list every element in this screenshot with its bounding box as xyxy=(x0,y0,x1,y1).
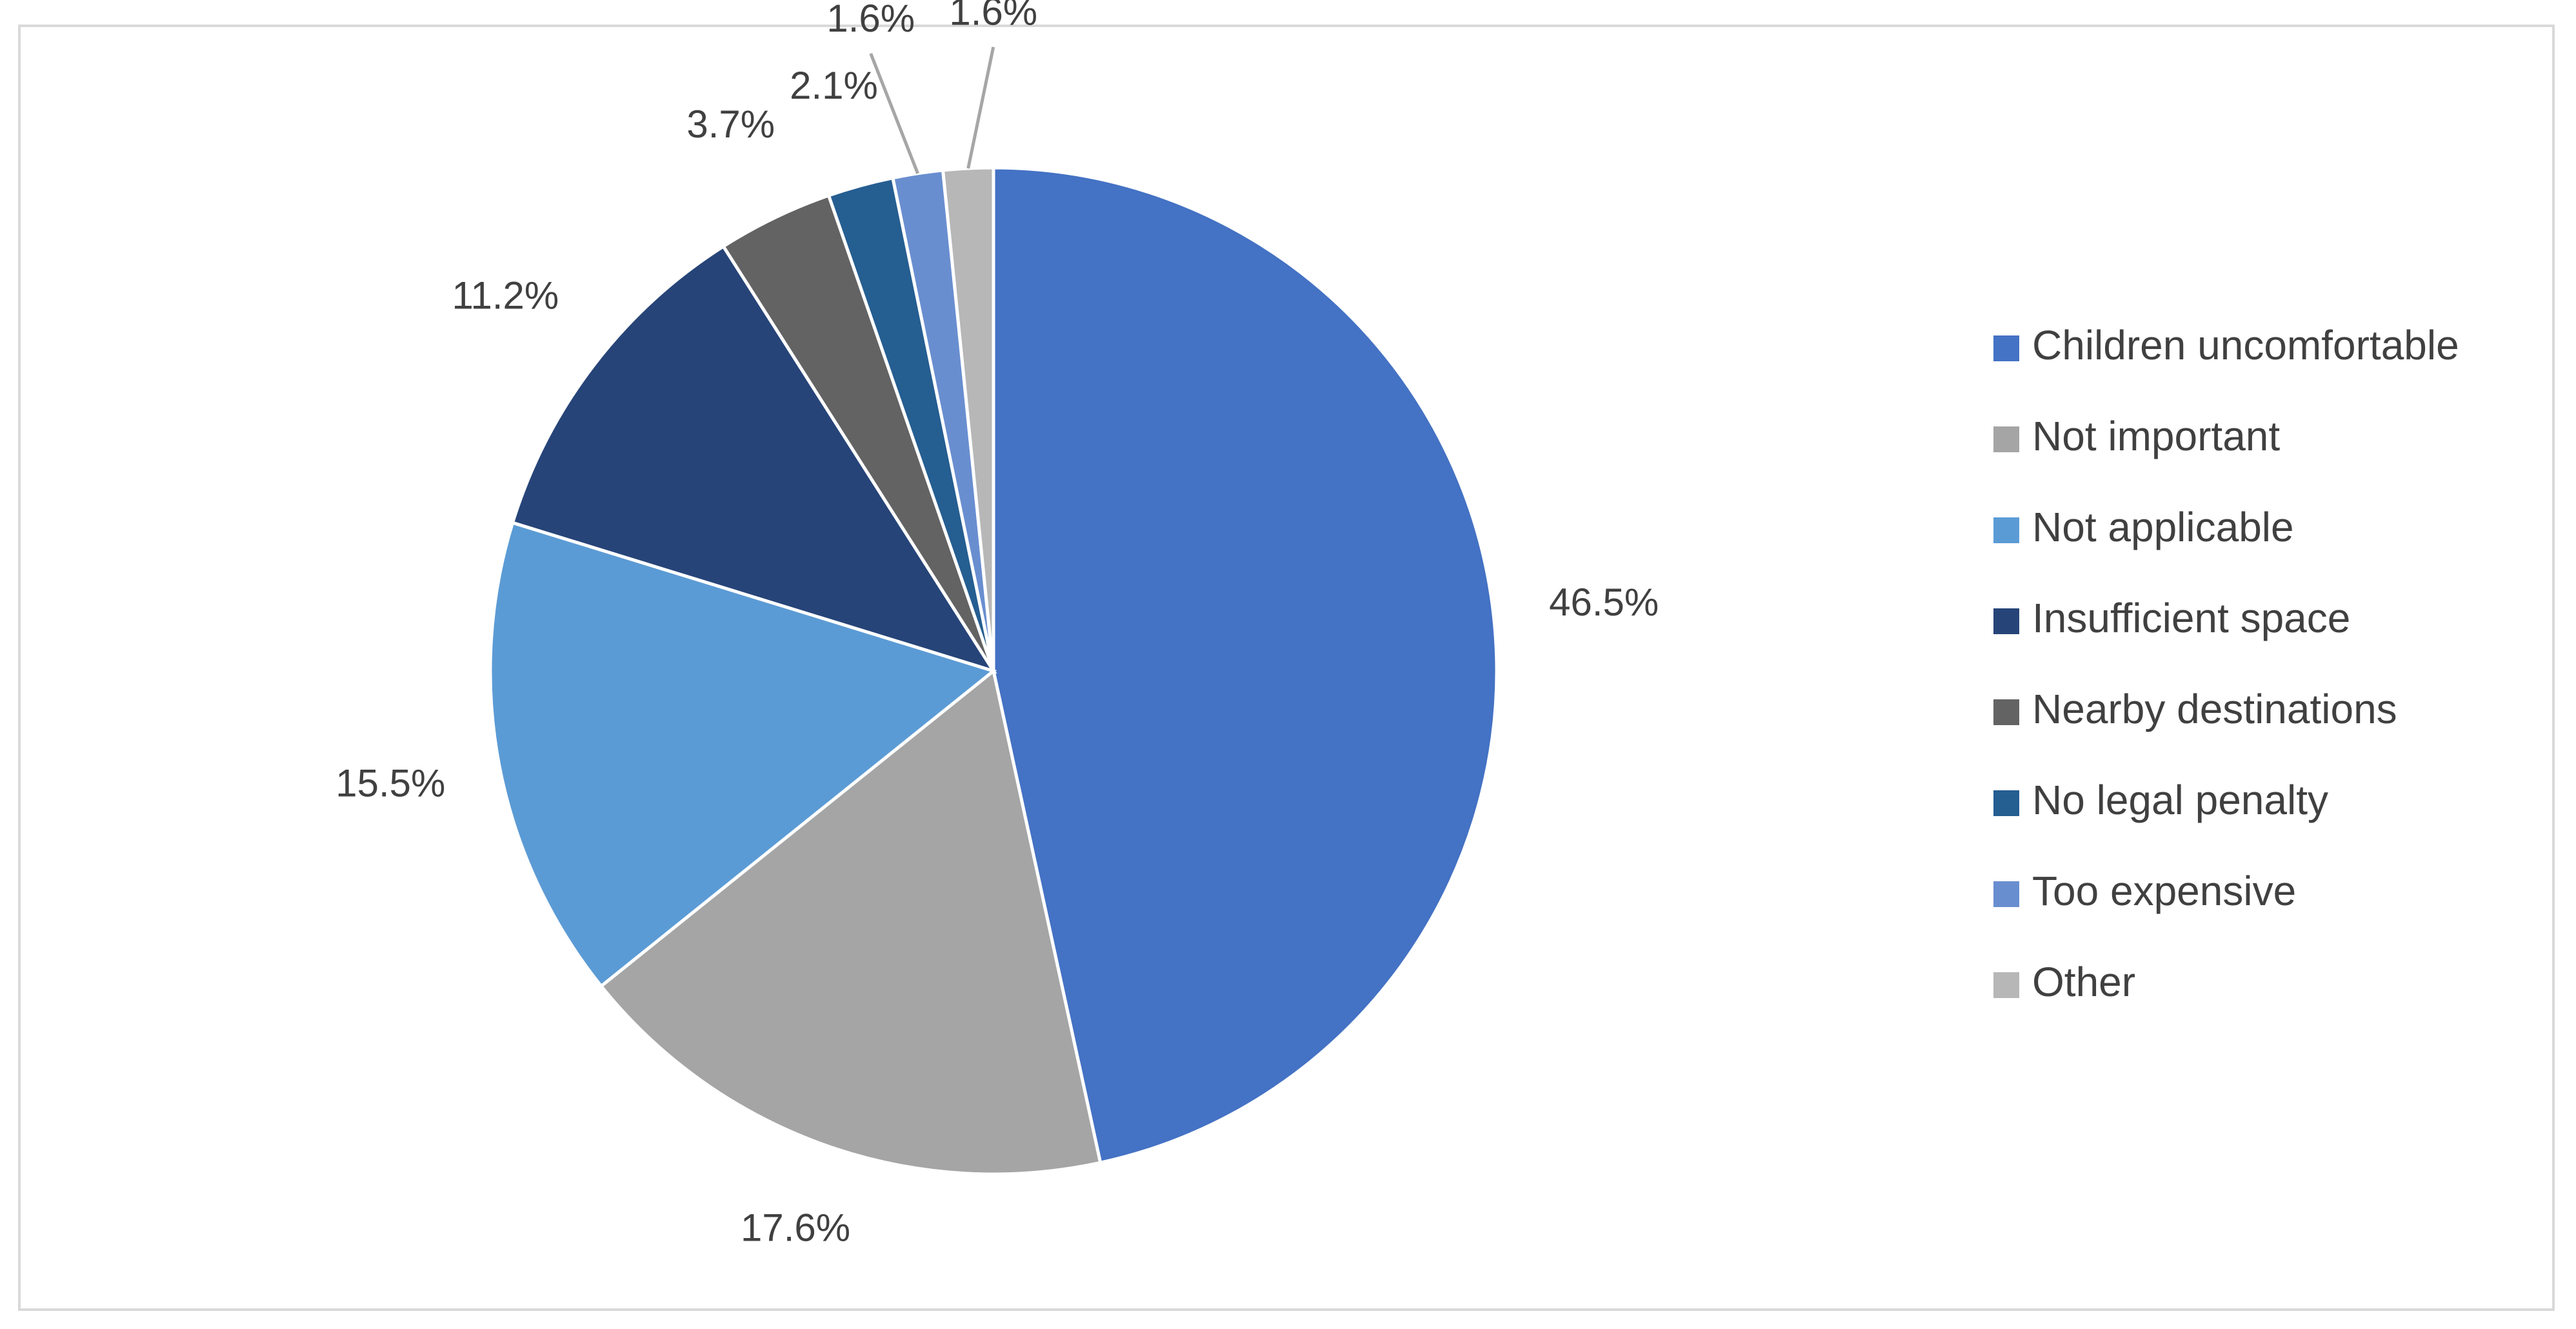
legend-label-other: Other xyxy=(2032,959,2135,1005)
data-label-other: 1.6% xyxy=(949,0,1037,34)
legend-swatch-insufficient-space xyxy=(1993,608,2019,634)
legend-swatch-no-legal-penalty xyxy=(1993,790,2019,816)
legend-swatch-too-expensive xyxy=(1993,881,2019,907)
legend-swatch-not-important xyxy=(1993,426,2019,452)
data-labels: 46.5% 17.6% 15.5% 11.2% 3.7% 2.1% 1.6% 1.6% xyxy=(335,0,1659,1250)
data-label-children-uncomfortable: 46.5% xyxy=(1549,581,1659,624)
legend-swatch-children-uncomfortable xyxy=(1993,335,2019,361)
pie-slice-insufficient-space xyxy=(510,244,997,674)
legend-swatch-nearby-destinations xyxy=(1993,699,2019,725)
legend: Children uncomfortable Not important Not a… xyxy=(1993,322,2459,1005)
legend-label-not-important: Not important xyxy=(2032,413,2280,459)
leader-lines xyxy=(869,46,995,174)
legend-swatch-not-applicable xyxy=(1993,517,2019,543)
legend-label-no-legal-penalty: No legal penalty xyxy=(2032,777,2328,823)
leader-line-other xyxy=(966,46,995,169)
data-label-nearby-destinations: 3.7% xyxy=(686,103,775,146)
pie-slice-not-applicable xyxy=(488,521,997,989)
data-label-too-expensive: 1.6% xyxy=(826,0,915,40)
pie-slice-not-important xyxy=(599,668,1103,1176)
legend-label-children-uncomfortable: Children uncomfortable xyxy=(2032,322,2459,368)
pie-slice-children-uncomfortable xyxy=(992,166,1499,1165)
legend-label-insufficient-space: Insufficient space xyxy=(2032,595,2350,641)
leader-line-too-expensive xyxy=(869,53,919,174)
pie-slices xyxy=(488,166,1499,1176)
data-label-insufficient-space: 11.2% xyxy=(452,274,559,317)
legend-swatch-other xyxy=(1993,972,2019,998)
data-label-not-applicable: 15.5% xyxy=(335,762,445,805)
legend-label-too-expensive: Too expensive xyxy=(2032,868,2296,914)
data-label-no-legal-penalty: 2.1% xyxy=(790,64,878,107)
legend-label-nearby-destinations: Nearby destinations xyxy=(2032,686,2397,732)
legend-label-not-applicable: Not applicable xyxy=(2032,504,2294,550)
data-label-not-important: 17.6% xyxy=(741,1206,850,1250)
